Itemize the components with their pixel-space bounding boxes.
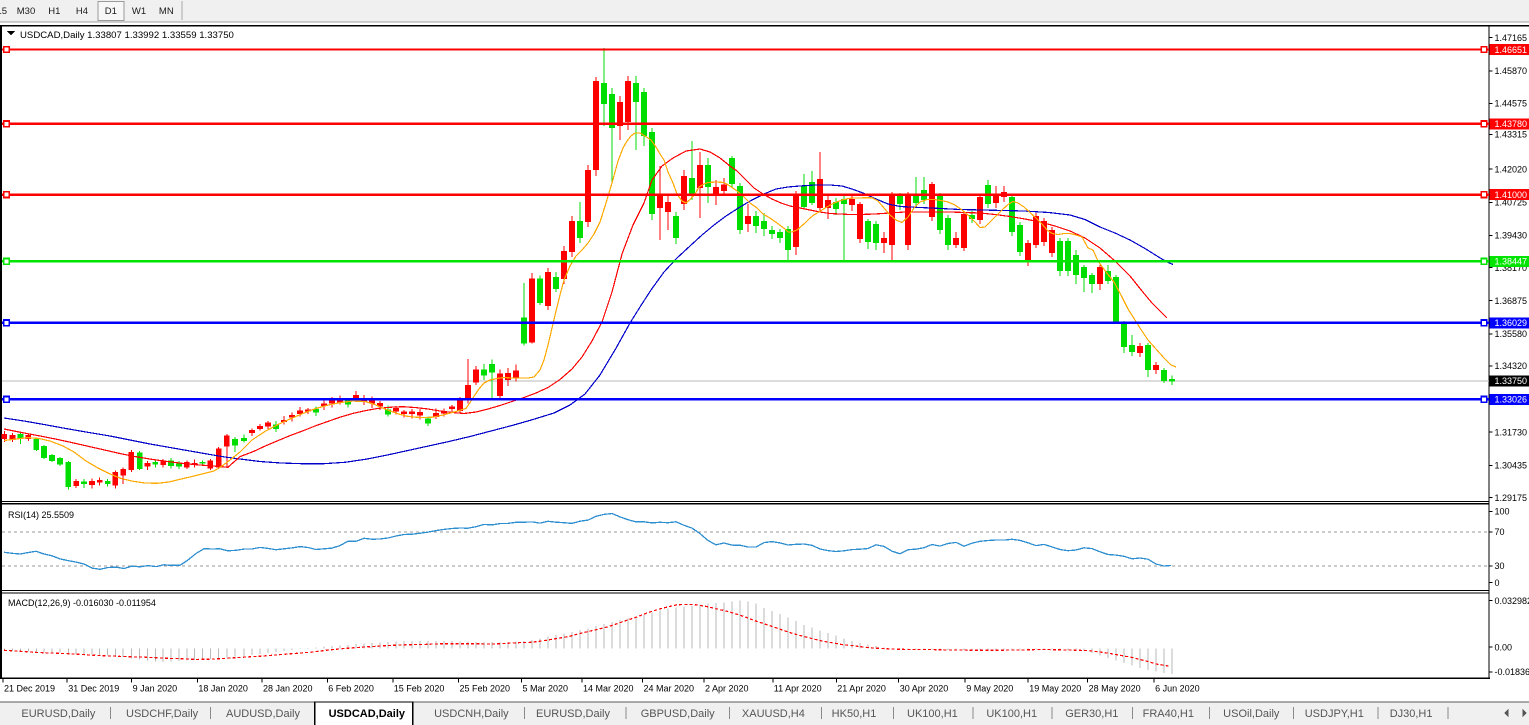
svg-text:6 Jun 2020: 6 Jun 2020 (1155, 684, 1200, 694)
svg-text:1.44575: 1.44575 (1495, 99, 1528, 109)
svg-text:1.43780: 1.43780 (1495, 119, 1528, 129)
svg-text:31 Dec 2019: 31 Dec 2019 (68, 684, 119, 694)
svg-text:0.00: 0.00 (1495, 642, 1513, 652)
svg-text:RSI(14) 25.5509: RSI(14) 25.5509 (8, 510, 74, 520)
svg-text:11 Apr 2020: 11 Apr 2020 (774, 684, 822, 694)
svg-text:1.43315: 1.43315 (1495, 130, 1528, 140)
svg-text:1.40725: 1.40725 (1495, 198, 1528, 208)
svg-text:W1: W1 (132, 6, 146, 17)
svg-text:D1: D1 (105, 6, 117, 17)
svg-text:1.35580: 1.35580 (1495, 329, 1528, 339)
svg-text:6 Feb 2020: 6 Feb 2020 (328, 684, 374, 694)
svg-text:24 Mar 2020: 24 Mar 2020 (644, 684, 695, 694)
svg-text:USDCHF,Daily: USDCHF,Daily (126, 708, 199, 720)
svg-text:AUDUSD,Daily: AUDUSD,Daily (226, 708, 300, 720)
svg-text:0: 0 (1495, 578, 1500, 588)
svg-text:EURUSD,Daily: EURUSD,Daily (536, 708, 610, 720)
svg-text:GER30,H1: GER30,H1 (1065, 708, 1118, 720)
svg-text:1.31730: 1.31730 (1495, 427, 1528, 437)
svg-text:1.33026: 1.33026 (1495, 395, 1528, 405)
svg-text:100: 100 (1495, 507, 1510, 517)
svg-text:0.032982: 0.032982 (1495, 596, 1529, 606)
svg-text:H1: H1 (48, 6, 60, 17)
svg-text:1.45870: 1.45870 (1495, 66, 1528, 76)
svg-text:21 Dec 2019: 21 Dec 2019 (4, 684, 55, 694)
svg-text:9 May 2020: 9 May 2020 (966, 684, 1013, 694)
svg-text:1.36029: 1.36029 (1495, 318, 1528, 328)
svg-text:USDCAD,Daily: USDCAD,Daily (329, 708, 406, 720)
svg-text:15 Feb 2020: 15 Feb 2020 (394, 684, 445, 694)
svg-text:30: 30 (1495, 561, 1505, 571)
svg-text:2 Apr 2020: 2 Apr 2020 (705, 684, 749, 694)
svg-text:USDCNH,Daily: USDCNH,Daily (434, 708, 509, 720)
svg-text:1.33750: 1.33750 (1495, 376, 1528, 386)
svg-text:1.42020: 1.42020 (1495, 164, 1528, 174)
svg-text:18 Jan 2020: 18 Jan 2020 (198, 684, 248, 694)
svg-text:USDJPY,H1: USDJPY,H1 (1305, 708, 1364, 720)
svg-text:EURUSD,Daily: EURUSD,Daily (21, 708, 95, 720)
svg-text:XAUUSD,H4: XAUUSD,H4 (742, 708, 805, 720)
svg-text:19 May 2020: 19 May 2020 (1029, 684, 1081, 694)
svg-text:UK100,H1: UK100,H1 (986, 708, 1037, 720)
svg-text:HK50,H1: HK50,H1 (832, 708, 877, 720)
svg-text:MN: MN (159, 6, 174, 17)
svg-text:21 Apr 2020: 21 Apr 2020 (837, 684, 886, 694)
svg-text:70: 70 (1495, 527, 1505, 537)
svg-text:USDCAD,Daily 1.33807 1.33992: USDCAD,Daily 1.33807 1.33992 1.33559 1.3… (20, 30, 234, 41)
svg-text:-0.01836: -0.01836 (1495, 667, 1529, 677)
svg-text:1.41000: 1.41000 (1495, 190, 1528, 200)
svg-text:1.30435: 1.30435 (1495, 461, 1528, 471)
svg-text:1.47165: 1.47165 (1495, 33, 1528, 43)
svg-text:H4: H4 (76, 6, 88, 17)
svg-text:1.46651: 1.46651 (1495, 45, 1528, 55)
svg-text:1.39430: 1.39430 (1495, 231, 1528, 241)
svg-text:14 Mar 2020: 14 Mar 2020 (583, 684, 634, 694)
svg-text:1.36875: 1.36875 (1495, 296, 1528, 306)
svg-text:30 Apr 2020: 30 Apr 2020 (900, 684, 949, 694)
svg-text:FRA40,H1: FRA40,H1 (1143, 708, 1194, 720)
svg-text:USOil,Daily: USOil,Daily (1223, 708, 1280, 720)
svg-text:28 May 2020: 28 May 2020 (1089, 684, 1141, 694)
svg-text:1.38447: 1.38447 (1495, 257, 1528, 267)
svg-text:M30: M30 (17, 6, 35, 17)
svg-text:GBPUSD,Daily: GBPUSD,Daily (641, 708, 715, 720)
svg-text:25 Feb 2020: 25 Feb 2020 (460, 684, 511, 694)
svg-text:5 Mar 2020: 5 Mar 2020 (523, 684, 569, 694)
svg-text:DJ30,H1: DJ30,H1 (1390, 708, 1433, 720)
svg-text:28 Jan 2020: 28 Jan 2020 (263, 684, 313, 694)
svg-text:MACD(12,26,9) -0.016030 -0.011: MACD(12,26,9) -0.016030 -0.011954 (8, 598, 156, 608)
svg-text:1.29175: 1.29175 (1495, 493, 1528, 503)
svg-text:UK100,H1: UK100,H1 (907, 708, 958, 720)
svg-text:1.34320: 1.34320 (1495, 361, 1528, 371)
svg-text:M15: M15 (0, 6, 7, 17)
svg-text:9 Jan 2020: 9 Jan 2020 (133, 684, 178, 694)
svg-text:1.38170: 1.38170 (1495, 263, 1528, 273)
